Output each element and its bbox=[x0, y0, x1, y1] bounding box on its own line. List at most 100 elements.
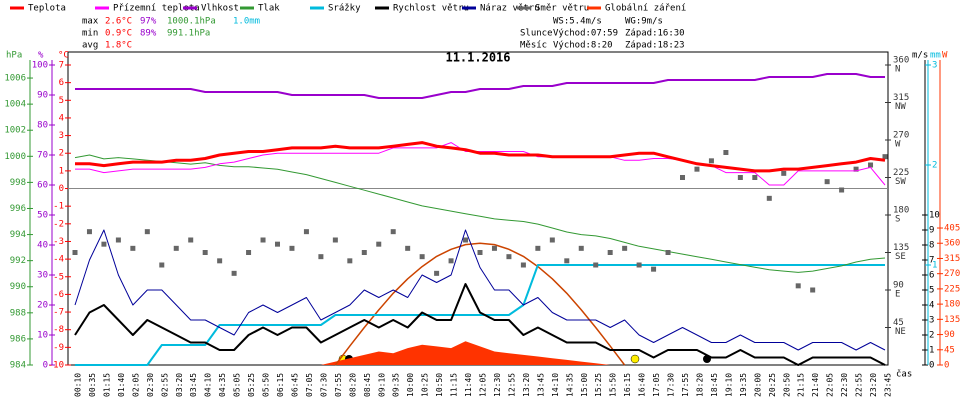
direction-point bbox=[810, 287, 816, 293]
direction-point bbox=[361, 250, 367, 255]
y-tick-label: 990 bbox=[10, 282, 26, 292]
info-value: WG:9m/s bbox=[625, 17, 663, 27]
y-tick-label: 315 bbox=[944, 254, 960, 264]
y-tick-label: 986 bbox=[10, 334, 26, 344]
stat-label: min bbox=[82, 29, 98, 39]
axis-title: % bbox=[38, 51, 44, 61]
direction-point bbox=[737, 175, 743, 180]
series-line bbox=[75, 142, 886, 186]
y-tick-label: 1 bbox=[929, 346, 934, 356]
direction-point bbox=[578, 245, 584, 251]
legend-label: Globální záření bbox=[605, 4, 686, 14]
x-tick-label: 14:10 bbox=[551, 373, 560, 397]
y-tick-label: 315 bbox=[893, 93, 909, 103]
axis-title: °C bbox=[58, 51, 69, 61]
y-tick-label: 994 bbox=[10, 230, 26, 240]
direction-point bbox=[477, 250, 483, 255]
y-tick-label: 992 bbox=[10, 256, 26, 266]
direction-point bbox=[636, 262, 642, 268]
x-tick-label: 04:35 bbox=[218, 373, 227, 397]
info-label: Měsíc bbox=[520, 41, 547, 51]
x-tick-label: 17:05 bbox=[652, 373, 661, 397]
y-tick-label: 6 bbox=[929, 271, 934, 281]
x-tick-label: 02:05 bbox=[131, 373, 140, 397]
x-tick-label: 14:35 bbox=[565, 373, 574, 397]
x-tick-label: 23:20 bbox=[869, 373, 878, 397]
x-tick-label: 18:20 bbox=[695, 373, 704, 397]
y-tick-label: 1004 bbox=[4, 100, 26, 110]
x-tick-label: 15:50 bbox=[609, 373, 618, 397]
direction-point bbox=[434, 270, 440, 276]
y-tick-label: 6 bbox=[59, 78, 64, 88]
direction-point bbox=[332, 237, 338, 243]
direction-point bbox=[622, 245, 628, 251]
direction-point bbox=[347, 258, 353, 264]
x-tick-label: 06:15 bbox=[276, 373, 285, 397]
x-tick-label: 22:05 bbox=[826, 373, 835, 397]
stat-value: 1.0mm bbox=[233, 17, 260, 27]
x-tick-label: 17:55 bbox=[681, 373, 690, 397]
y-tick-label: 90 bbox=[37, 91, 48, 101]
direction-point bbox=[188, 237, 194, 243]
direction-point bbox=[665, 250, 671, 255]
x-tick-label: 08:45 bbox=[363, 373, 372, 397]
x-tick-label: 12:55 bbox=[507, 373, 516, 397]
legend-label: Přízemní teplota bbox=[113, 4, 200, 14]
y-tick-label: 4 bbox=[59, 113, 64, 123]
direction-point bbox=[463, 237, 469, 243]
direction-point bbox=[419, 254, 425, 260]
direction-point bbox=[130, 245, 136, 251]
x-tick-label: 19:10 bbox=[724, 373, 733, 397]
direction-point bbox=[607, 250, 613, 255]
x-tick-label: 21:40 bbox=[811, 373, 820, 397]
x-tick-label: 13:45 bbox=[536, 373, 545, 397]
x-tick-label: 12:05 bbox=[479, 373, 488, 397]
x-tick-label: 08:20 bbox=[348, 373, 357, 397]
y-tick-label: 135 bbox=[944, 315, 960, 325]
compass-label: SE bbox=[895, 252, 906, 262]
series-line bbox=[74, 154, 886, 273]
y-tick-label: 2 bbox=[59, 149, 64, 159]
series-line bbox=[75, 73, 885, 99]
stat-label: max bbox=[82, 17, 99, 27]
legend-label: Náraz větru bbox=[480, 4, 540, 14]
direction-point bbox=[708, 158, 714, 164]
y-tick-label: 0 bbox=[43, 361, 48, 371]
y-tick-label: 180 bbox=[944, 300, 960, 310]
x-tick-label: 19:35 bbox=[739, 373, 748, 397]
y-tick-label: 984 bbox=[10, 361, 26, 371]
y-tick-label: -1 bbox=[53, 202, 64, 212]
info-value: Západ:18:23 bbox=[625, 41, 685, 51]
y-tick-label: 9 bbox=[929, 226, 934, 236]
x-tick-label: 01:15 bbox=[102, 373, 111, 397]
y-tick-label: 135 bbox=[893, 243, 909, 253]
direction-point bbox=[694, 166, 700, 172]
x-tick-label: 09:10 bbox=[377, 373, 386, 397]
y-tick-label: 10 bbox=[37, 331, 48, 341]
stat-value: 1000.1hPa bbox=[167, 17, 216, 27]
direction-point bbox=[144, 229, 150, 235]
y-tick-label: 45 bbox=[944, 345, 955, 355]
direction-point bbox=[318, 254, 324, 260]
x-tick-label: 20:00 bbox=[753, 373, 762, 397]
series-line bbox=[74, 229, 886, 351]
direction-point bbox=[882, 154, 888, 160]
direction-point bbox=[593, 262, 599, 268]
y-tick-label: 4 bbox=[929, 301, 934, 311]
direction-point bbox=[824, 179, 830, 185]
y-tick-label: 998 bbox=[10, 178, 26, 188]
y-tick-label: 90 bbox=[944, 330, 955, 340]
direction-point bbox=[260, 237, 266, 243]
x-tick-label: 20:50 bbox=[782, 373, 791, 397]
x-tick-label: 17:30 bbox=[667, 373, 676, 397]
direction-point bbox=[202, 250, 208, 255]
info-value: Západ:16:30 bbox=[625, 29, 685, 39]
y-tick-label: 0 bbox=[59, 184, 64, 194]
direction-point bbox=[839, 187, 845, 193]
y-tick-label: 7 bbox=[929, 256, 934, 266]
stat-value: 991.1hPa bbox=[167, 29, 210, 39]
x-tick-label: 16:15 bbox=[623, 373, 632, 397]
direction-point bbox=[173, 245, 179, 251]
legend-label: Teplota bbox=[28, 4, 66, 14]
